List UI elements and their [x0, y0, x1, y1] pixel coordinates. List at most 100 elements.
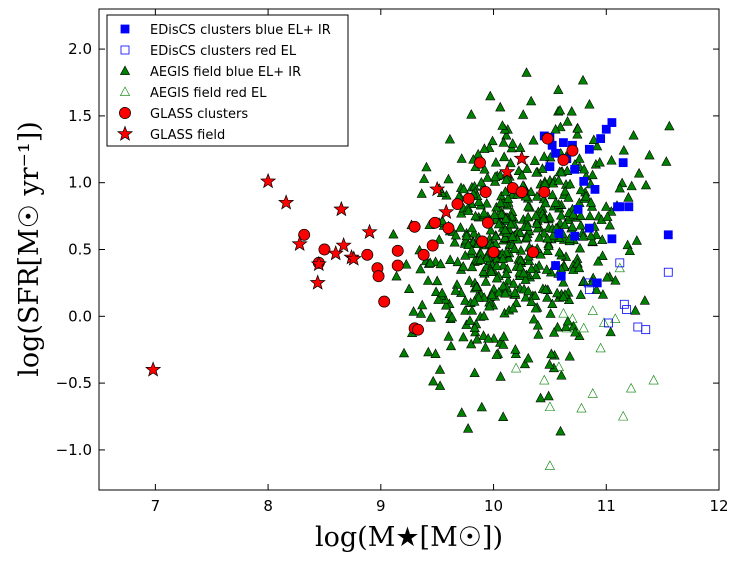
data-point: [584, 144, 594, 154]
series-1: [583, 258, 673, 335]
data-point: [618, 410, 629, 421]
data-point: [553, 175, 564, 185]
data-point: [482, 172, 493, 182]
legend-label: GLASS clusters: [150, 107, 248, 122]
data-point: [510, 362, 522, 373]
data-point: [493, 286, 504, 297]
data-point: [499, 151, 510, 162]
data-point: [463, 423, 474, 433]
data-point: [434, 380, 446, 390]
data-point: [604, 219, 615, 230]
data-point: [491, 272, 502, 283]
data-point: [533, 329, 544, 339]
data-point: [570, 164, 580, 174]
legend-entry: EDisCS clusters red EL: [120, 44, 297, 59]
data-point: [478, 207, 490, 218]
data-point: [564, 178, 576, 189]
data-point: [523, 352, 534, 363]
y-tick-label: 0.5: [68, 241, 92, 259]
data-point: [594, 156, 605, 167]
data-point: [509, 243, 520, 253]
data-point: [466, 222, 478, 233]
data-point: [550, 123, 561, 134]
data-point: [391, 270, 402, 281]
data-point: [597, 234, 608, 244]
data-point: [476, 235, 489, 248]
data-point: [633, 322, 643, 332]
data-point: [487, 135, 498, 146]
data-point: [615, 202, 625, 212]
data-point: [601, 124, 611, 134]
data-point: [639, 295, 650, 305]
data-point: [528, 134, 539, 145]
data-point: [538, 186, 551, 198]
data-point: [503, 193, 514, 203]
data-point: [444, 133, 456, 144]
data-point: [419, 173, 430, 183]
data-point: [521, 67, 532, 77]
data-point: [584, 210, 595, 221]
data-point: [480, 342, 491, 352]
data-point: [417, 299, 428, 310]
data-point: [509, 287, 521, 297]
data-point: [434, 364, 446, 374]
x-tick-label: 11: [597, 497, 616, 515]
data-point: [437, 287, 448, 298]
data-point: [566, 144, 579, 157]
data-point: [498, 339, 509, 349]
data-point: [577, 74, 589, 85]
data-point: [456, 153, 467, 163]
data-point: [501, 129, 512, 140]
legend-marker: [116, 125, 134, 141]
data-point: [523, 285, 534, 296]
data-point: [501, 268, 512, 278]
x-tick-label: 7: [151, 497, 161, 515]
data-point: [450, 285, 461, 295]
data-point: [562, 116, 573, 126]
data-point: [584, 99, 595, 109]
data-point: [624, 202, 634, 212]
data-point: [429, 180, 446, 197]
data-point: [518, 267, 529, 278]
data-point: [539, 151, 550, 161]
data-point: [458, 261, 469, 271]
data-point: [466, 338, 477, 349]
data-point: [626, 180, 637, 191]
data-point: [550, 197, 561, 207]
data-point: [422, 275, 434, 285]
data-point: [318, 243, 331, 256]
data-point: [481, 216, 494, 229]
data-point: [587, 169, 598, 180]
data-point: [553, 84, 564, 94]
data-point: [507, 138, 518, 148]
series-2: [388, 67, 675, 436]
data-point: [547, 298, 558, 309]
data-point: [496, 208, 507, 219]
data-point: [537, 163, 548, 173]
data-point: [552, 287, 563, 298]
data-point: [545, 162, 555, 172]
data-point: [588, 134, 599, 144]
data-point: [499, 232, 511, 242]
data-point: [508, 278, 519, 288]
data-point: [515, 261, 526, 272]
data-point: [551, 148, 560, 158]
data-point: [556, 370, 567, 380]
data-point: [593, 256, 604, 266]
data-point: [503, 275, 514, 285]
data-point: [391, 259, 404, 272]
data-point: [491, 349, 502, 359]
data-point: [558, 307, 569, 318]
data-point: [497, 120, 508, 130]
data-point: [579, 176, 589, 186]
data-point: [531, 269, 542, 280]
data-point: [485, 90, 496, 101]
data-point: [562, 165, 573, 175]
data-point: [372, 270, 385, 283]
data-point: [614, 182, 625, 193]
data-point: [469, 367, 480, 378]
data-point: [663, 230, 673, 240]
data-point: [595, 342, 606, 353]
data-point: [568, 208, 579, 219]
data-point: [580, 190, 592, 201]
